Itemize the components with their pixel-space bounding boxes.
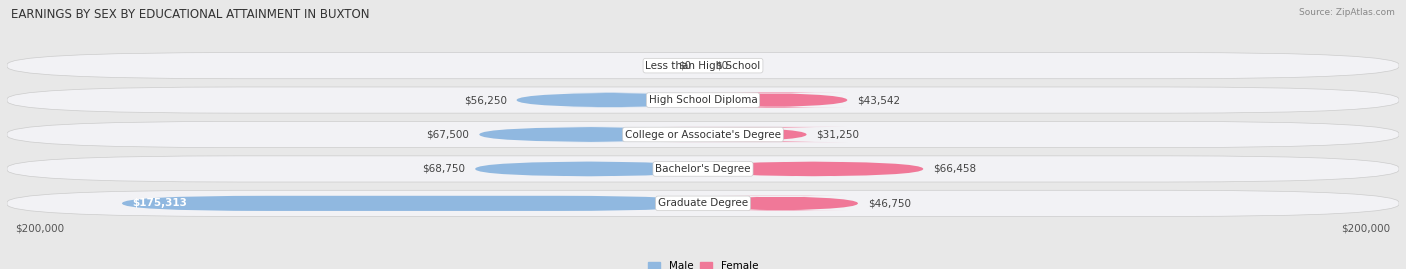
- FancyBboxPatch shape: [7, 87, 1399, 113]
- Text: $66,458: $66,458: [934, 164, 976, 174]
- FancyBboxPatch shape: [7, 121, 1399, 148]
- Text: $31,250: $31,250: [817, 129, 859, 140]
- Text: $175,313: $175,313: [132, 198, 187, 208]
- Text: Source: ZipAtlas.com: Source: ZipAtlas.com: [1299, 8, 1395, 17]
- Text: Graduate Degree: Graduate Degree: [658, 198, 748, 208]
- FancyBboxPatch shape: [703, 196, 858, 211]
- Text: $67,500: $67,500: [426, 129, 470, 140]
- Legend: Male, Female: Male, Female: [644, 257, 762, 269]
- FancyBboxPatch shape: [661, 127, 849, 142]
- FancyBboxPatch shape: [479, 127, 703, 142]
- Text: College or Associate's Degree: College or Associate's Degree: [626, 129, 780, 140]
- FancyBboxPatch shape: [516, 93, 703, 108]
- FancyBboxPatch shape: [7, 190, 1399, 217]
- Text: Bachelor's Degree: Bachelor's Degree: [655, 164, 751, 174]
- FancyBboxPatch shape: [7, 156, 1399, 182]
- FancyBboxPatch shape: [7, 52, 1399, 79]
- Text: $0: $0: [678, 61, 692, 71]
- Text: $0: $0: [714, 61, 728, 71]
- FancyBboxPatch shape: [475, 161, 703, 176]
- Text: EARNINGS BY SEX BY EDUCATIONAL ATTAINMENT IN BUXTON: EARNINGS BY SEX BY EDUCATIONAL ATTAINMEN…: [11, 8, 370, 21]
- Text: $43,542: $43,542: [858, 95, 900, 105]
- FancyBboxPatch shape: [702, 93, 849, 108]
- FancyBboxPatch shape: [122, 196, 703, 211]
- Text: $56,250: $56,250: [464, 95, 506, 105]
- Text: High School Diploma: High School Diploma: [648, 95, 758, 105]
- Text: $46,750: $46,750: [868, 198, 911, 208]
- Text: Less than High School: Less than High School: [645, 61, 761, 71]
- FancyBboxPatch shape: [703, 161, 924, 176]
- Text: $68,750: $68,750: [422, 164, 465, 174]
